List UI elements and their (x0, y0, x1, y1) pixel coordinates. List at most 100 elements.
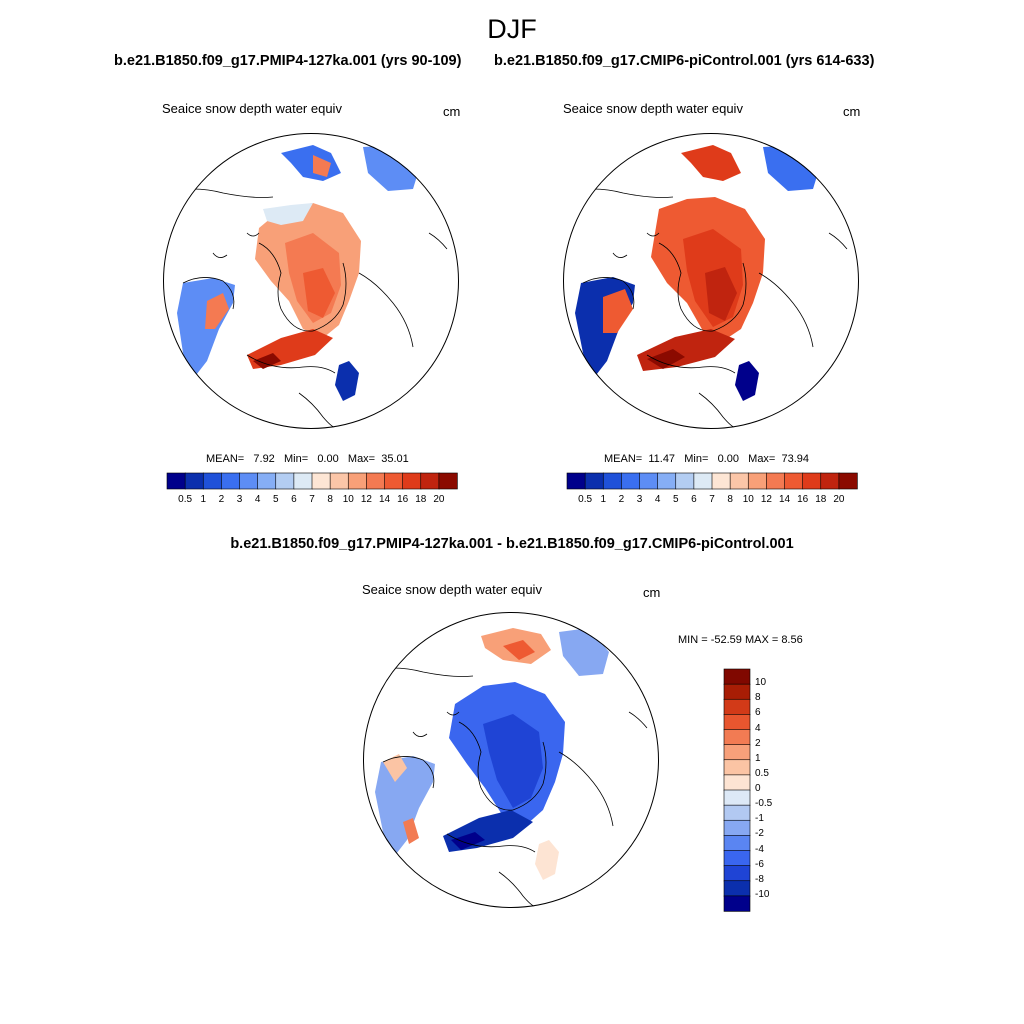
panel-1-colorbar-tick-label: 3 (236, 494, 243, 505)
panel-1-colorbar-swatch (184, 472, 204, 490)
panel-1-colorbar-tick-label: 0.5 (178, 494, 193, 505)
panel-1-colorbar (166, 472, 458, 490)
difference-colorbar-swatch (723, 698, 751, 716)
difference-colorbar-swatch (723, 714, 751, 731)
difference-inner-arctic-field (483, 714, 543, 808)
panel-2-colorbar-swatch (693, 472, 713, 490)
panel-1-colorbar-tick-label: 1 (200, 494, 207, 505)
panel-1-colorbar-swatch (347, 472, 368, 490)
panel-1-colorbar-swatch (438, 472, 458, 490)
difference-colorbar-tick-label: 1 (755, 752, 761, 764)
panel-1-colorbar-swatch (402, 472, 422, 490)
panel-2-colorbar-tick-label: 12 (760, 494, 772, 505)
difference-ring-field (403, 818, 419, 844)
panel-1-edge-field (253, 353, 281, 369)
panel-2-colorbar-tick-label: 16 (797, 494, 809, 505)
panel-2-colorbar-tick-label: 4 (654, 494, 661, 505)
panel-1-colorbar-ticks: 0.5 1 2 3 4 5 6 7 8 10 12 14 16 18 20 (167, 494, 457, 508)
panel-2-colorbar-tick-label: 7 (709, 494, 715, 505)
difference-colorbar-swatch (723, 880, 751, 897)
difference-chukchi-field (383, 754, 407, 782)
difference-colorbar-swatch (723, 789, 751, 806)
panel-2-map-boundary (563, 133, 859, 429)
panel-2-colorbar-ticks: 0.5 1 2 3 4 5 6 7 8 10 12 14 16 18 20 (567, 494, 857, 508)
panel-2-stats: MEAN= 11.47 Min= 0.00 Max= 73.94 (604, 453, 809, 465)
panel-1-stats: MEAN= 7.92 Min= 0.00 Max= 35.01 (206, 453, 409, 465)
difference-colorbar-swatch (723, 729, 751, 746)
difference-units-label: cm (643, 585, 661, 600)
panel-2-okhotsk-field (735, 361, 759, 401)
panel-1-max-value: 35.01 (381, 453, 409, 465)
difference-okhotsk-field (535, 840, 559, 880)
panel-2-colorbar-swatch (621, 472, 641, 490)
panel-1-colorbar-tick-label: 16 (397, 494, 409, 505)
difference-colorbar-swatch (723, 835, 751, 852)
panel-1-colorbar-swatch (366, 472, 386, 490)
panel-2-colorbar-tick-label: 3 (636, 494, 643, 505)
panel-2-edge-field (647, 349, 685, 369)
panel-1-gulf-field (313, 155, 331, 177)
panel-1-core-field (303, 268, 335, 318)
panel-2-mean-value: 11.47 (648, 453, 676, 465)
panel-2-colorbar-swatch (802, 472, 822, 490)
panel-1-map (163, 133, 459, 429)
panel-1-greenland-sea-field (263, 203, 313, 225)
panel-2-colorbar-tick-label: 8 (727, 494, 733, 505)
panel-2-colorbar-tick-label: 1 (600, 494, 607, 505)
panel-2-core-field (705, 267, 737, 321)
difference-edge-field (451, 832, 485, 850)
panel-2-colorbar-swatch (729, 472, 749, 490)
panel-1-colorbar-tick-label: 8 (327, 494, 333, 505)
panel-1-case-title: b.e21.B1850.f09_g17.PMIP4-127ka.001 (yrs… (114, 53, 462, 69)
panel-1-colorbar-tick-label: 6 (291, 494, 297, 505)
panel-2-colorbar-tick-label: 0.5 (578, 494, 593, 505)
panel-1-units-label: cm (443, 104, 461, 119)
panel-1-colorbar-tick-label: 12 (360, 494, 372, 505)
panel-1-variable-label: Seaice snow depth water equiv (162, 101, 342, 116)
difference-minmax: MIN = -52.59 MAX = 8.56 (678, 634, 803, 646)
panel-2-colorbar-tick-label: 5 (672, 494, 679, 505)
difference-title: b.e21.B1850.f09_g17.PMIP4-127ka.001 - b.… (230, 536, 794, 552)
panel-2-min-label: Min= (684, 453, 709, 465)
season-title: DJF (487, 14, 537, 44)
panel-1-min-value: 0.00 (317, 453, 339, 465)
difference-colorbar-swatch (723, 804, 751, 821)
difference-colorbar-swatch (723, 774, 751, 791)
difference-colorbar-tick-label: -10 (755, 888, 770, 900)
difference-colorbar-swatch (723, 819, 751, 837)
panel-2-variable-label: Seaice snow depth water equiv (563, 101, 743, 116)
difference-colorbar-tick-label: 6 (755, 707, 761, 719)
panel-1-colorbar-tick-label: 5 (272, 494, 279, 505)
panel-1-map-boundary (163, 133, 459, 429)
difference-colorbar-tick-label: -8 (755, 873, 764, 885)
panel-1-colorbar-swatch (293, 472, 313, 490)
difference-colorbar-swatch (723, 865, 751, 882)
difference-colorbar-tick-label: 10 (755, 677, 767, 689)
panel-1-colorbar-swatch (329, 472, 349, 490)
panel-2-colorbar-swatch (820, 472, 840, 490)
panel-1-okhotsk-field (335, 361, 359, 401)
panel-1-colorbar-swatch (239, 472, 259, 490)
panel-2-colorbar-swatch (566, 472, 586, 490)
panel-2-colorbar-swatch (675, 472, 695, 490)
panel-2-colorbar-tick-label: 20 (833, 494, 845, 505)
difference-colorbar-swatch (723, 895, 751, 912)
panel-2-chukchi-field (603, 289, 633, 333)
difference-colorbar-tick-label: -2 (755, 828, 764, 840)
difference-colorbar (723, 668, 751, 912)
panel-2-colorbar-swatch (766, 472, 786, 490)
panel-2-case-title: b.e21.B1850.f09_g17.CMIP6-piControl.001 … (494, 53, 875, 69)
panel-2-hudson-bay-field (681, 145, 741, 181)
difference-colorbar-swatch (723, 850, 751, 867)
panel-2-colorbar-tick-label: 6 (691, 494, 697, 505)
panel-2-units-label: cm (843, 104, 861, 119)
panel-1-colorbar-tick-label: 10 (342, 494, 354, 505)
panel-2-colorbar-swatch (657, 472, 677, 490)
panel-2-colorbar-swatch (747, 472, 768, 490)
panel-2-colorbar-swatch (711, 472, 731, 490)
panel-1-colorbar-tick-label: 18 (415, 494, 427, 505)
difference-colorbar-tick-label: 0.5 (755, 767, 769, 779)
difference-beaufort-field (375, 756, 435, 858)
panel-1-colorbar-swatch (311, 472, 331, 490)
difference-map-boundary (363, 612, 659, 908)
